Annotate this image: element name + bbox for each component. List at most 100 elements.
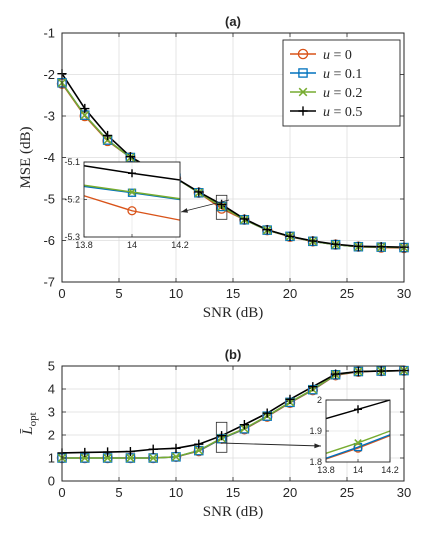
y-axis-label-0: MSE (dB) bbox=[18, 126, 34, 188]
y-axis-label-text: L̄opt bbox=[20, 412, 39, 435]
x-tick-label: 20 bbox=[283, 485, 297, 500]
y-tick-label: 2 bbox=[48, 428, 55, 443]
data-point bbox=[353, 241, 363, 251]
chart-title-0: (a) bbox=[225, 14, 241, 29]
data-point bbox=[103, 130, 113, 141]
inset-x-tick-label: 13.8 bbox=[75, 240, 93, 250]
data-point bbox=[376, 242, 386, 252]
y-tick-label: 4 bbox=[48, 382, 55, 397]
inset-series-line-0-0 bbox=[83, 195, 181, 221]
data-point bbox=[239, 420, 249, 430]
data-point bbox=[126, 453, 135, 463]
chart-title-1: (b) bbox=[225, 347, 242, 362]
inset-x-tick-label: 13.8 bbox=[317, 465, 335, 475]
data-point bbox=[194, 446, 204, 455]
y-tick-label: -6 bbox=[43, 233, 55, 248]
inset-y-tick-label: 2 bbox=[317, 395, 322, 405]
data-point bbox=[125, 152, 135, 162]
data-point bbox=[103, 447, 113, 457]
zoom-arrow-head-1 bbox=[314, 443, 321, 449]
inset-y-tick-label: -5.1 bbox=[64, 157, 80, 167]
inset-x-tick-label: 14.2 bbox=[171, 240, 189, 250]
legend-marker bbox=[297, 48, 309, 60]
inset-data-point bbox=[127, 206, 137, 216]
x-tick-label: 30 bbox=[397, 286, 411, 301]
x-axis-label-1: SNR (dB) bbox=[203, 504, 263, 520]
inset-data-point bbox=[354, 439, 362, 447]
inset-x-tick-label: 14 bbox=[127, 240, 137, 250]
data-point bbox=[262, 408, 272, 418]
data-point bbox=[285, 231, 295, 241]
x-tick-label: 10 bbox=[169, 286, 183, 301]
y-tick-label: -2 bbox=[43, 67, 55, 82]
data-point bbox=[376, 366, 386, 376]
data-point bbox=[125, 446, 135, 457]
y-axis-label-1: L̄opt bbox=[20, 412, 39, 435]
x-tick-label: 15 bbox=[226, 286, 240, 301]
x-tick-label: 30 bbox=[397, 485, 411, 500]
y-tick-label: 5 bbox=[48, 359, 55, 374]
data-point bbox=[217, 431, 227, 441]
x-tick-label: 5 bbox=[115, 286, 122, 301]
data-point bbox=[80, 110, 90, 120]
x-tick-label: 20 bbox=[283, 286, 297, 301]
zoom-region-box-1 bbox=[215, 421, 228, 453]
y-tick-label: -1 bbox=[43, 26, 55, 41]
zoom-arrow-head-0 bbox=[181, 208, 188, 213]
data-point bbox=[80, 103, 90, 114]
data-point bbox=[148, 453, 158, 463]
y-tick-label: -3 bbox=[43, 109, 55, 124]
inset-y-tick-label: 1.8 bbox=[309, 457, 322, 467]
data-point bbox=[331, 369, 341, 379]
data-point bbox=[194, 439, 204, 449]
data-point bbox=[103, 453, 112, 463]
zoom-arrow-0 bbox=[180, 199, 230, 213]
series-line-1-3 bbox=[61, 369, 405, 454]
data-point bbox=[80, 453, 90, 463]
x-tick-label: 25 bbox=[340, 286, 354, 301]
data-point bbox=[285, 394, 295, 404]
legend-entry-label: u = 0.2 bbox=[323, 86, 362, 101]
inset-x-tick-label: 14 bbox=[353, 465, 363, 475]
y-tick-label: 0 bbox=[48, 474, 55, 489]
legend-entry-label: u = 0.1 bbox=[323, 67, 362, 82]
data-point bbox=[148, 453, 158, 463]
series-line-0-3 bbox=[61, 73, 405, 248]
legend-marker bbox=[298, 87, 308, 97]
data-point bbox=[171, 452, 181, 462]
inset-series-line-1-1 bbox=[325, 434, 391, 459]
data-point bbox=[262, 225, 272, 235]
inset-y-tick-label: 1.9 bbox=[309, 426, 322, 436]
zoom-arrow-1 bbox=[220, 442, 322, 447]
y-tick-label: 3 bbox=[48, 405, 55, 420]
data-point bbox=[239, 214, 249, 224]
data-point bbox=[171, 443, 181, 453]
data-point bbox=[194, 187, 204, 197]
y-tick-label: -5 bbox=[43, 192, 55, 207]
y-tick-label: -7 bbox=[43, 275, 55, 290]
zoom-region-box-0 bbox=[215, 194, 228, 220]
x-tick-label: 0 bbox=[58, 286, 65, 301]
inset-data-point bbox=[128, 169, 136, 178]
data-point bbox=[80, 447, 90, 458]
legend-marker bbox=[298, 68, 308, 78]
legend-entry-label: u = 0 bbox=[323, 48, 352, 63]
inset-x-tick-label: 14.2 bbox=[381, 465, 399, 475]
x-tick-label: 15 bbox=[226, 485, 240, 500]
data-point bbox=[148, 444, 158, 454]
inset-y-tick-label: -5.3 bbox=[64, 232, 80, 242]
x-tick-label: 10 bbox=[169, 485, 183, 500]
legend-marker bbox=[298, 106, 308, 116]
inset-data-point bbox=[128, 188, 136, 196]
y-tick-label: 1 bbox=[48, 451, 55, 466]
x-tick-label: 25 bbox=[340, 485, 354, 500]
data-point bbox=[308, 382, 318, 392]
legend-entry-label: u = 0.5 bbox=[323, 105, 362, 120]
data-point bbox=[331, 239, 341, 249]
y-tick-label: -4 bbox=[43, 150, 55, 165]
inset-data-point bbox=[354, 405, 362, 414]
x-tick-label: 5 bbox=[115, 485, 122, 500]
data-point bbox=[308, 236, 318, 246]
data-point bbox=[217, 199, 227, 209]
